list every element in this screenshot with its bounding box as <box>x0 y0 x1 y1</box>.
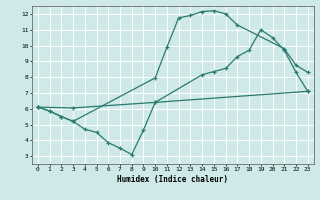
X-axis label: Humidex (Indice chaleur): Humidex (Indice chaleur) <box>117 175 228 184</box>
